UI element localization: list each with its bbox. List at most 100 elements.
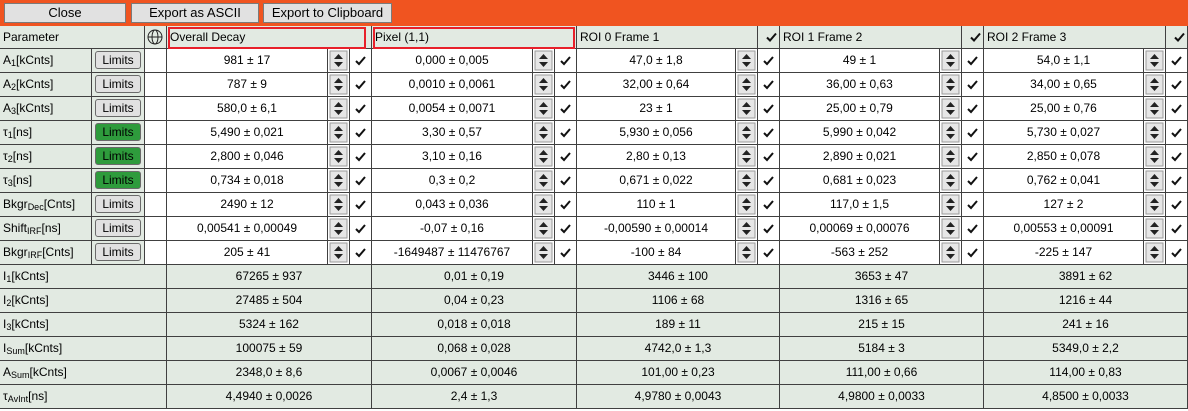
spinner-icon[interactable] [328,169,349,192]
spinner-icon[interactable] [736,193,757,216]
check-icon[interactable] [962,121,983,144]
spinner-icon[interactable] [1144,169,1165,192]
check-icon[interactable] [555,97,576,120]
spinner-icon[interactable] [533,169,554,192]
spinner-icon[interactable] [1144,241,1165,264]
check-icon[interactable] [555,193,576,216]
spinner-icon[interactable] [533,97,554,120]
spinner-icon[interactable] [328,241,349,264]
spinner-icon[interactable] [736,49,757,72]
check-icon[interactable] [1166,73,1187,96]
limits-button[interactable]: Limits [95,195,141,213]
spinner-icon[interactable] [1144,121,1165,144]
toolbar-button[interactable]: Export as ASCII [131,3,259,23]
check-icon[interactable] [962,49,983,72]
spinner-icon[interactable] [940,217,961,240]
spinner-icon[interactable] [736,97,757,120]
spinner-icon[interactable] [940,145,961,168]
spinner-icon[interactable] [736,169,757,192]
spinner-icon[interactable] [533,121,554,144]
spinner-icon[interactable] [533,145,554,168]
spinner-icon[interactable] [736,121,757,144]
spinner-icon[interactable] [1144,97,1165,120]
limits-button[interactable]: Limits [95,243,141,261]
toolbar-button[interactable]: Close [4,3,126,23]
check-icon[interactable] [758,193,779,216]
spinner-icon[interactable] [1144,145,1165,168]
spinner-icon[interactable] [736,145,757,168]
check-icon[interactable] [350,97,371,120]
check-icon[interactable] [965,26,984,48]
spinner-icon[interactable] [940,97,961,120]
limits-button[interactable]: Limits [95,75,141,93]
check-icon[interactable] [350,121,371,144]
spinner-icon[interactable] [328,49,349,72]
check-icon[interactable] [758,121,779,144]
check-icon[interactable] [962,97,983,120]
check-icon[interactable] [555,145,576,168]
check-icon[interactable] [758,97,779,120]
limits-button[interactable]: Limits [95,99,141,117]
spinner-icon[interactable] [736,241,757,264]
check-icon[interactable] [962,193,983,216]
check-icon[interactable] [1169,26,1188,48]
check-icon[interactable] [962,217,983,240]
check-icon[interactable] [758,49,779,72]
check-icon[interactable] [555,241,576,264]
spinner-icon[interactable] [1144,49,1165,72]
check-icon[interactable] [350,145,371,168]
spinner-icon[interactable] [1144,193,1165,216]
check-icon[interactable] [555,121,576,144]
limits-button[interactable]: Limits [95,147,141,165]
check-icon[interactable] [1166,145,1187,168]
spinner-icon[interactable] [940,49,961,72]
spinner-icon[interactable] [940,193,961,216]
check-icon[interactable] [962,145,983,168]
check-icon[interactable] [350,49,371,72]
check-icon[interactable] [962,241,983,264]
check-icon[interactable] [350,241,371,264]
spinner-icon[interactable] [736,73,757,96]
check-icon[interactable] [761,26,780,48]
check-icon[interactable] [758,241,779,264]
check-icon[interactable] [758,73,779,96]
spinner-icon[interactable] [533,73,554,96]
check-icon[interactable] [1166,217,1187,240]
check-icon[interactable] [350,217,371,240]
globe-icon[interactable] [145,26,166,48]
check-icon[interactable] [758,169,779,192]
limits-button[interactable]: Limits [95,219,141,237]
spinner-icon[interactable] [328,121,349,144]
check-icon[interactable] [962,169,983,192]
check-icon[interactable] [1166,121,1187,144]
check-icon[interactable] [1166,241,1187,264]
check-icon[interactable] [1166,97,1187,120]
spinner-icon[interactable] [328,193,349,216]
check-icon[interactable] [555,73,576,96]
check-icon[interactable] [555,49,576,72]
spinner-icon[interactable] [328,145,349,168]
check-icon[interactable] [555,169,576,192]
spinner-icon[interactable] [736,217,757,240]
check-icon[interactable] [350,73,371,96]
spinner-icon[interactable] [940,241,961,264]
check-icon[interactable] [1166,193,1187,216]
spinner-icon[interactable] [533,193,554,216]
spinner-icon[interactable] [533,49,554,72]
check-icon[interactable] [758,145,779,168]
spinner-icon[interactable] [533,241,554,264]
spinner-icon[interactable] [328,97,349,120]
toolbar-button[interactable]: Export to Clipboard [263,3,392,23]
check-icon[interactable] [758,217,779,240]
spinner-icon[interactable] [940,73,961,96]
limits-button[interactable]: Limits [95,171,141,189]
spinner-icon[interactable] [328,73,349,96]
check-icon[interactable] [350,193,371,216]
check-icon[interactable] [1166,169,1187,192]
check-icon[interactable] [962,73,983,96]
spinner-icon[interactable] [328,217,349,240]
check-icon[interactable] [350,169,371,192]
check-icon[interactable] [1166,49,1187,72]
spinner-icon[interactable] [1144,217,1165,240]
spinner-icon[interactable] [1144,73,1165,96]
